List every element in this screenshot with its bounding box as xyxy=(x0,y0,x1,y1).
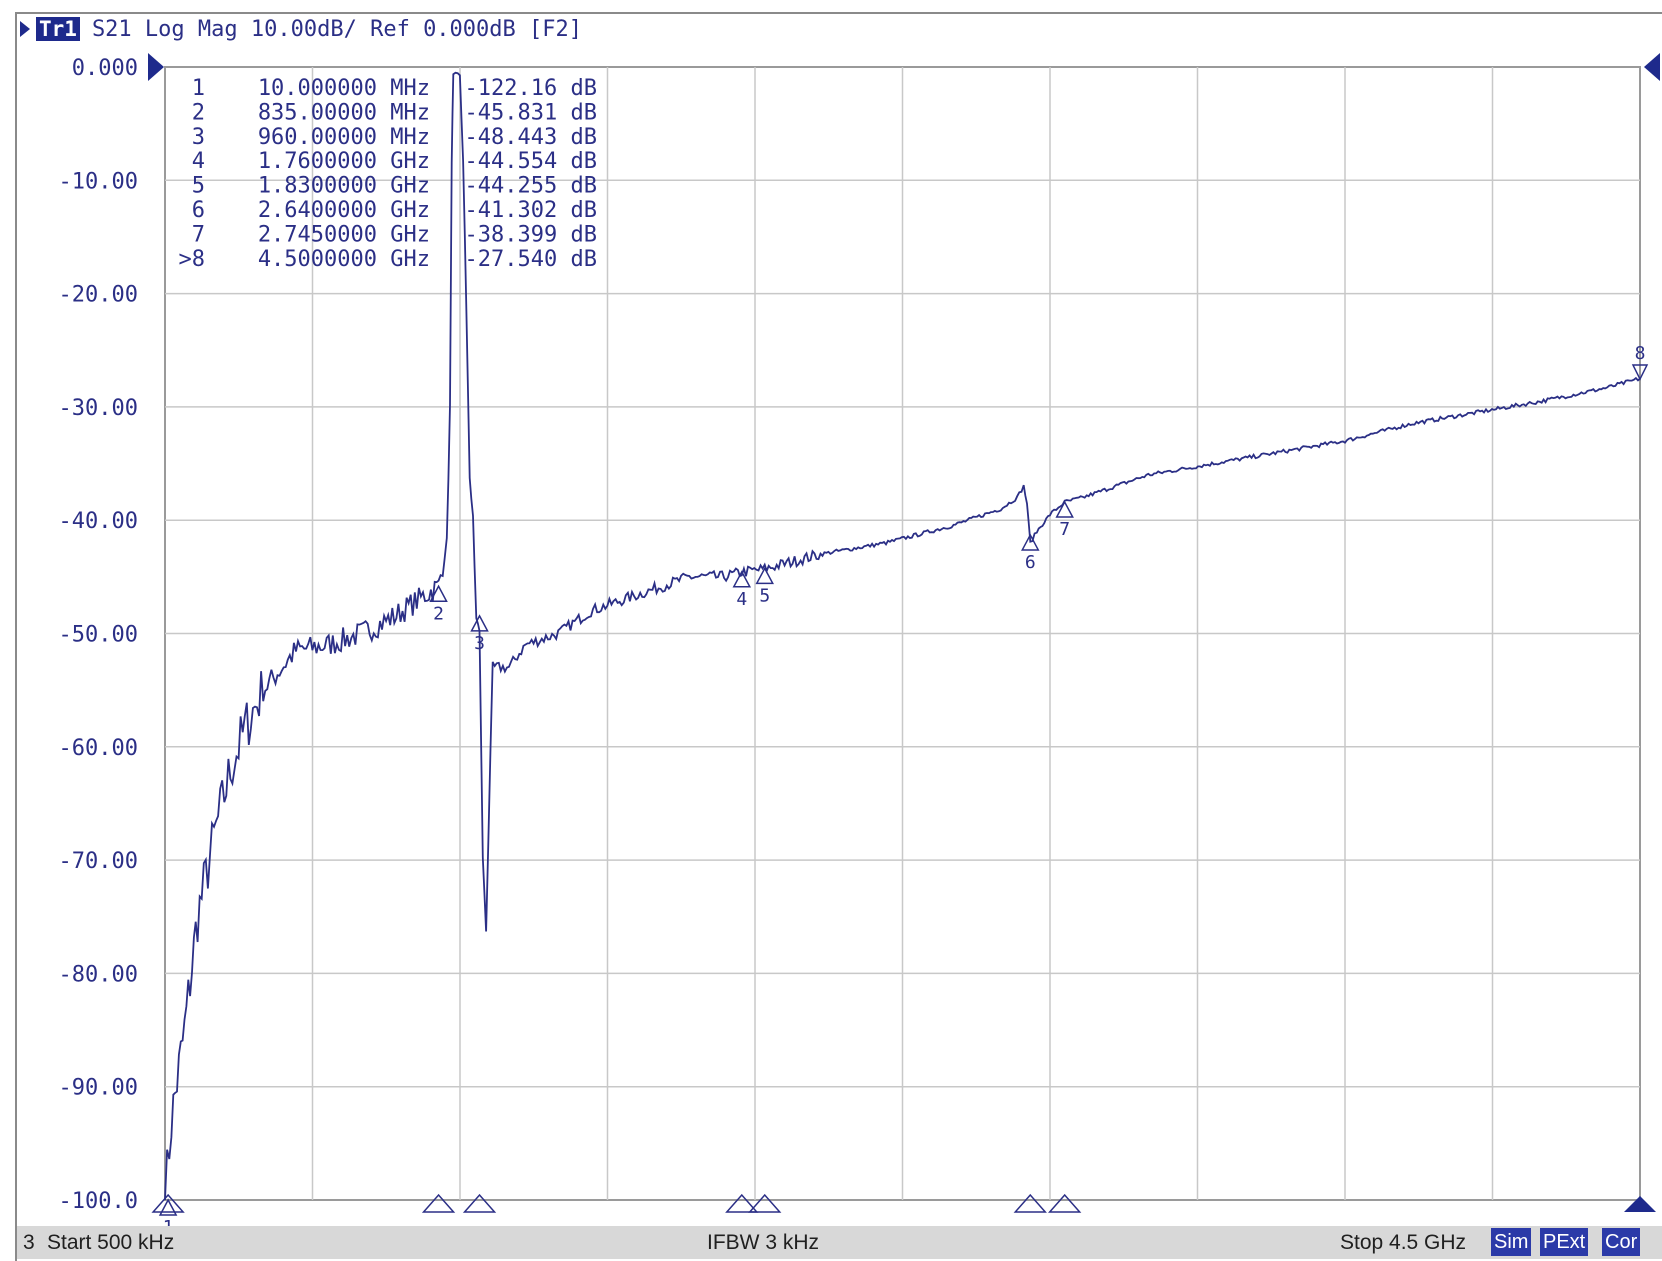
marker-table-frequency: 2.6400000 GHz xyxy=(258,198,430,223)
marker-table-frequency: 10.000000 MHz xyxy=(258,76,430,101)
marker-number-label: 7 xyxy=(1059,519,1070,540)
marker-stimulus-icon xyxy=(1048,1193,1082,1213)
marker-table-id: 4 xyxy=(192,149,205,174)
cor-flag: Cor xyxy=(1602,1228,1641,1256)
sim-flag: Sim xyxy=(1491,1228,1532,1256)
marker-table-id: 7 xyxy=(192,222,205,247)
marker-triangle xyxy=(1021,533,1040,551)
trace-header: Tr1 S21 Log Mag 10.00dB/ Ref 0.000dB [F2… xyxy=(20,14,582,44)
marker-number-label: 3 xyxy=(474,633,485,654)
marker-stimulus-icon xyxy=(1013,1193,1047,1213)
marker-triangle xyxy=(470,614,489,632)
marker-table-value: -45.831 dB xyxy=(465,100,597,125)
y-tick-label: -30.00 xyxy=(59,396,138,421)
marker-triangle xyxy=(429,584,448,603)
marker-table-frequency: 1.8300000 GHz xyxy=(258,174,430,199)
marker-stimulus-icon xyxy=(462,1193,497,1213)
marker-number-label: 6 xyxy=(1025,552,1036,573)
marker-table-value: -48.443 dB xyxy=(465,125,597,150)
marker-table-frequency: 835.00000 MHz xyxy=(258,100,430,125)
stop-frequency[interactable]: Stop 4.5 GHz xyxy=(1340,1231,1467,1254)
trace-settings[interactable]: S21 Log Mag 10.00dB/ Ref 0.000dB [F2] xyxy=(91,16,583,42)
display-frame xyxy=(15,12,1662,1261)
channel-number: 3 xyxy=(23,1231,35,1254)
marker-table-id: 6 xyxy=(192,198,205,223)
y-tick-label: -10.00 xyxy=(59,169,138,194)
trace-badge[interactable]: Tr1 xyxy=(36,17,80,41)
y-tick-label: -70.00 xyxy=(59,849,138,874)
y-tick-label: -100.0 xyxy=(59,1189,138,1214)
marker-table-frequency: 960.00000 MHz xyxy=(258,125,430,150)
trace-s21 xyxy=(164,71,1641,1201)
marker-number-label: 1 xyxy=(163,1217,174,1226)
status-bar: 3 Start 500 kHz IFBW 3 kHz Stop 4.5 GHz … xyxy=(17,1226,1662,1259)
marker-number-label: 2 xyxy=(433,603,444,624)
marker-table-value: -122.16 dB xyxy=(465,76,597,101)
marker-table-value: -38.399 dB xyxy=(465,222,597,247)
marker-triangle xyxy=(158,1198,178,1216)
marker-stimulus-icon xyxy=(748,1193,782,1213)
y-tick-label: -60.00 xyxy=(59,736,138,761)
y-tick-label: 0.000 xyxy=(72,56,138,81)
marker-stimulus-icon xyxy=(421,1193,456,1213)
marker-table-frequency: 2.7450000 GHz xyxy=(258,222,430,247)
marker-table-frequency: 1.7600000 GHz xyxy=(258,149,430,174)
marker-number-label: 4 xyxy=(736,589,747,610)
marker-triangle xyxy=(755,566,774,585)
marker-table-frequency: 4.5000000 GHz xyxy=(258,247,430,272)
y-tick-label: -80.00 xyxy=(59,962,138,987)
start-frequency[interactable]: Start 500 kHz xyxy=(47,1231,175,1254)
marker-stimulus-active-icon xyxy=(1624,1196,1656,1212)
ifbw[interactable]: IFBW 3 kHz xyxy=(707,1231,820,1254)
y-tick-label: -40.00 xyxy=(59,509,138,534)
marker-table-id: 5 xyxy=(192,174,205,199)
chart[interactable]: 0.000 -10.00 -20.00 -30.00 -40.00 -50.00 -60.0… xyxy=(0,0,1662,1226)
marker-stimulus-icon xyxy=(725,1193,759,1213)
marker-number-label: 5 xyxy=(759,585,770,606)
reference-right-arrow-icon xyxy=(1644,53,1660,81)
reference-left-arrow-icon xyxy=(148,53,164,81)
marker-triangle xyxy=(1631,364,1649,381)
y-tick-label: -20.00 xyxy=(59,283,138,308)
marker-triangle xyxy=(1055,500,1074,518)
marker-table-value: -44.554 dB xyxy=(465,149,597,174)
marker-table-value: -27.540 dB xyxy=(465,247,597,272)
marker-stimulus-icon xyxy=(151,1193,185,1213)
y-tick-label: -90.00 xyxy=(59,1076,138,1101)
marker-table-id: 2 xyxy=(192,100,205,125)
marker-table-value: -44.255 dB xyxy=(465,174,597,199)
marker-table-id: 1 xyxy=(192,76,205,101)
y-tick-label: -50.00 xyxy=(59,623,138,648)
marker-triangle xyxy=(732,570,752,588)
marker-number-label: 8 xyxy=(1635,343,1646,364)
trace-active-arrow-icon xyxy=(20,21,30,37)
pext-flag: PExt xyxy=(1540,1228,1589,1256)
marker-table-value: -41.302 dB xyxy=(465,198,597,223)
marker-table-id: >8 xyxy=(179,247,206,272)
marker-table-id: 3 xyxy=(192,125,205,150)
